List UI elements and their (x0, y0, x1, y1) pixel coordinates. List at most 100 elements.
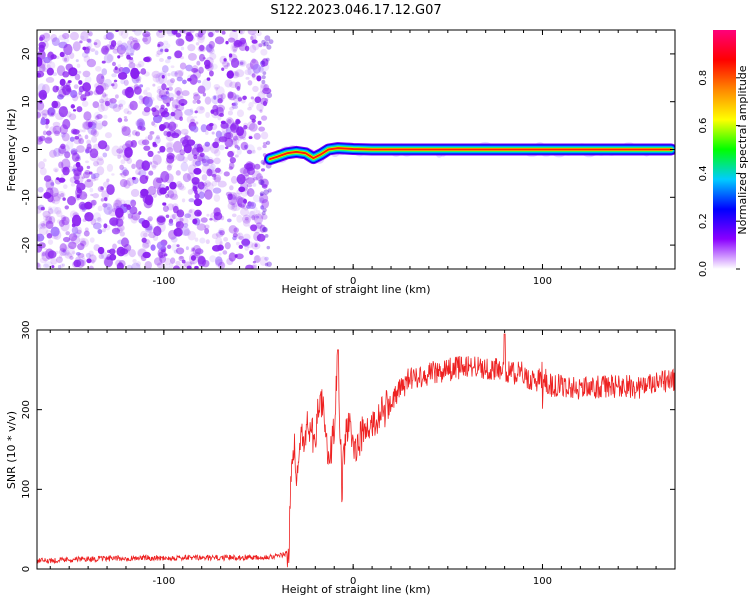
noise-speckle (170, 111, 176, 117)
noise-speckle (62, 71, 70, 78)
noise-speckle (93, 39, 101, 48)
noise-speckle (196, 105, 206, 114)
noise-speckle (39, 167, 47, 176)
noise-speckle (265, 57, 270, 62)
noise-speckle (191, 247, 196, 251)
noise-speckle (184, 213, 192, 219)
noise-speckle (205, 57, 214, 66)
noise-speckle (213, 176, 221, 182)
noise-speckle (151, 164, 157, 170)
noise-speckle (111, 83, 115, 87)
noise-speckle (46, 61, 56, 70)
noise-speckle (259, 83, 269, 95)
noise-speckle (188, 198, 195, 203)
noise-speckle (259, 197, 265, 204)
y-tick-label: 200 (21, 400, 32, 419)
noise-speckle (116, 262, 124, 269)
noise-speckle (157, 44, 167, 53)
noise-speckle (237, 60, 246, 67)
noise-speckle (170, 78, 176, 84)
noise-speckles (37, 30, 274, 269)
noise-speckle (127, 40, 133, 45)
noise-speckle (214, 86, 219, 91)
noise-speckle (197, 32, 203, 38)
noise-speckle (239, 61, 244, 65)
noise-speckle (249, 114, 257, 121)
noise-speckle (208, 40, 215, 49)
noise-speckle (97, 205, 103, 212)
noise-speckle (103, 114, 108, 119)
noise-speckle (44, 214, 52, 222)
noise-speckle (135, 131, 141, 137)
noise-speckle (58, 34, 67, 41)
noise-speckle (64, 151, 71, 159)
noise-speckle (142, 238, 151, 248)
noise-speckle (211, 180, 218, 187)
noise-speckle (178, 98, 188, 106)
noise-speckle (255, 173, 263, 182)
noise-speckle (111, 145, 121, 157)
snr-frame (36, 329, 676, 570)
noise-speckle (156, 216, 166, 223)
noise-speckle (117, 71, 128, 80)
noise-speckle (83, 55, 91, 63)
noise-speckle (37, 186, 44, 193)
x-tick-label: 100 (533, 576, 552, 587)
noise-speckle (119, 53, 124, 57)
noise-speckle (44, 137, 53, 144)
snr-y-label: SNR (10 * v/v) (5, 411, 18, 489)
noise-speckle (143, 145, 151, 151)
noise-speckle (120, 42, 128, 51)
noise-speckle (201, 78, 212, 91)
noise-speckle (192, 125, 199, 133)
noise-speckle (181, 259, 186, 264)
noise-speckle (222, 250, 228, 255)
noise-speckle (175, 221, 184, 230)
noise-speckle (119, 164, 124, 170)
noise-speckle (181, 226, 190, 236)
noise-speckle (45, 76, 55, 83)
noise-speckle (243, 198, 248, 204)
noise-speckle (145, 136, 149, 140)
noise-speckle (96, 166, 105, 176)
noise-speckle (192, 99, 197, 104)
noise-speckle (229, 185, 234, 191)
noise-speckle (211, 131, 215, 135)
noise-speckle (141, 139, 150, 146)
noise-speckle (178, 38, 185, 46)
noise-speckle (220, 93, 226, 100)
noise-speckle (247, 106, 252, 111)
noise-speckle (224, 146, 229, 150)
noise-speckle (229, 30, 239, 41)
noise-speckle (197, 85, 206, 94)
noise-speckle (251, 215, 256, 221)
noise-speckle (158, 72, 168, 85)
noise-speckle (266, 245, 271, 250)
noise-speckle (122, 169, 130, 177)
noise-speckle (125, 140, 134, 148)
noise-speckle (79, 40, 83, 44)
noise-speckle (227, 193, 233, 201)
noise-speckle (78, 80, 83, 85)
noise-speckle (236, 214, 243, 223)
noise-speckle (123, 118, 128, 122)
noise-speckle (230, 175, 238, 184)
noise-speckle (201, 155, 211, 167)
noise-speckle (248, 136, 253, 140)
noise-speckle (218, 228, 225, 233)
noise-speckle (179, 185, 186, 191)
noise-speckle (87, 121, 93, 128)
noise-speckle (232, 49, 237, 53)
noise-speckle (152, 154, 162, 166)
noise-speckle (222, 60, 229, 68)
noise-speckle (52, 72, 57, 77)
noise-speckle (171, 213, 177, 220)
noise-speckle (102, 152, 108, 158)
noise-speckle (45, 229, 52, 237)
noise-speckle (217, 180, 227, 188)
noise-speckle (258, 43, 263, 48)
noise-speckle (196, 33, 201, 39)
noise-speckle (78, 85, 85, 93)
noise-speckle (165, 141, 175, 149)
